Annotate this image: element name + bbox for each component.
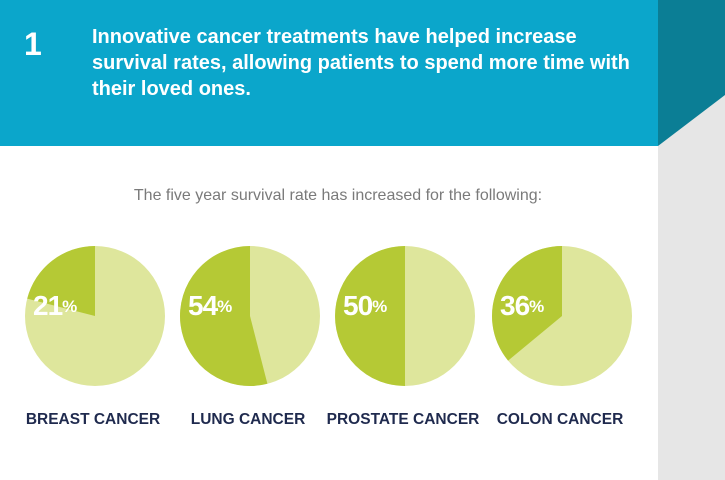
pie-title: PROSTATE CANCER xyxy=(327,411,480,428)
value-number: 36 xyxy=(500,290,530,321)
pie-title: LUNG CANCER xyxy=(191,411,306,428)
value-number: 50 xyxy=(343,290,373,321)
subtitle: The five year survival rate has increase… xyxy=(134,187,542,204)
header-number: 1 xyxy=(24,26,42,62)
header-band xyxy=(0,0,658,146)
pie-slice xyxy=(335,246,405,386)
value-unit: % xyxy=(62,297,77,316)
value-label: 21% xyxy=(33,290,77,321)
value-unit: % xyxy=(372,297,387,316)
pie-slice xyxy=(179,246,268,386)
value-label: 54% xyxy=(188,290,232,321)
value-label: 36% xyxy=(500,290,544,321)
value-number: 21 xyxy=(33,290,63,321)
value-label: 50% xyxy=(343,290,387,321)
value-number: 54 xyxy=(188,290,219,321)
value-unit: % xyxy=(529,297,544,316)
pie-title: BREAST CANCER xyxy=(26,411,160,428)
pie-slice xyxy=(491,246,562,361)
header-title: Innovative cancer treatments have helped… xyxy=(92,26,630,100)
value-unit: % xyxy=(217,297,232,316)
pie-title: COLON CANCER xyxy=(497,411,624,428)
pie-slice xyxy=(27,246,95,316)
side-corner xyxy=(658,0,725,146)
